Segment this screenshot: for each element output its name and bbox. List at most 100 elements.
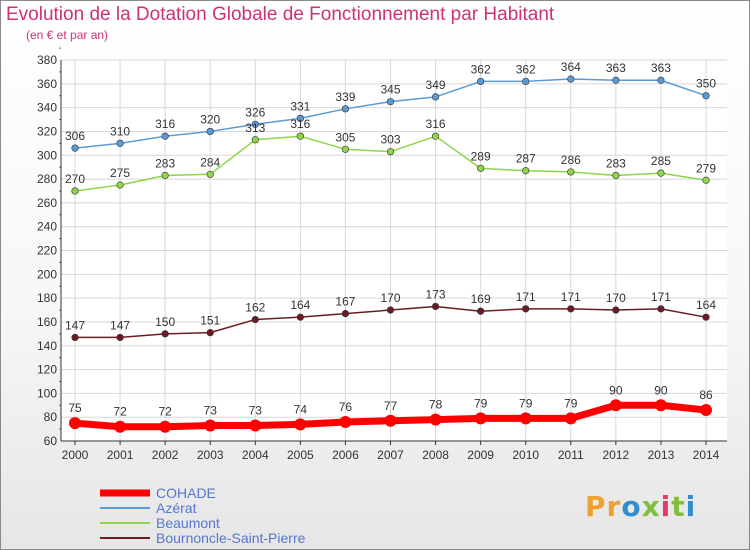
data-point-az-rat: [296, 114, 304, 122]
data-point-cohade: [654, 399, 667, 412]
data-point-bournoncle-saint-pierre: [71, 333, 79, 342]
data-point-beaumont: [657, 169, 665, 177]
x-tick-label: 2008: [422, 448, 449, 462]
data-label-beaumont: 285: [651, 154, 671, 168]
chart-subtitle: (en € et par an): [26, 28, 109, 42]
x-tick-label: 2011: [558, 448, 584, 462]
data-point-cohade: [204, 419, 217, 432]
data-label-az-rat: 320: [200, 112, 220, 126]
data-label-bournoncle-saint-pierre: 171: [561, 290, 581, 304]
data-point-cohade: [700, 404, 712, 417]
data-label-beaumont: 289: [471, 149, 491, 163]
y-tick-label: 320: [37, 124, 57, 138]
data-label-az-rat: 331: [290, 99, 310, 113]
data-point-cohade: [429, 413, 442, 426]
data-point-az-rat: [431, 93, 440, 101]
chart-title: Evolution de la Dotation Globale de Fonc…: [6, 4, 555, 25]
data-label-az-rat: 364: [561, 60, 581, 74]
data-label-cohade: 86: [699, 388, 713, 402]
data-point-beaumont: [522, 167, 530, 175]
y-tick-label: 280: [37, 172, 57, 186]
data-point-beaumont: [702, 176, 710, 184]
data-point-beaumont: [341, 145, 350, 153]
data-point-bournoncle-saint-pierre: [612, 306, 620, 314]
data-point-bournoncle-saint-pierre: [296, 313, 304, 321]
y-tick-label: 300: [37, 148, 57, 162]
data-point-cohade: [249, 419, 262, 432]
data-label-cohade: 76: [339, 400, 353, 414]
data-label-bournoncle-saint-pierre: 147: [65, 318, 85, 332]
data-point-az-rat: [341, 105, 350, 113]
data-point-az-rat: [702, 92, 710, 100]
data-label-cohade: 79: [564, 396, 578, 410]
data-label-bournoncle-saint-pierre: 150: [155, 315, 175, 329]
legend-label-az-rat: Azérat: [156, 500, 197, 516]
x-tick-label: 2009: [467, 448, 494, 462]
data-label-bournoncle-saint-pierre: 170: [606, 291, 626, 305]
data-point-bournoncle-saint-pierre: [567, 305, 575, 313]
y-tick-label: 260: [37, 196, 57, 210]
data-label-cohade: 72: [158, 405, 172, 419]
y-tick-label: 160: [37, 315, 57, 329]
data-label-cohade: 90: [654, 383, 668, 397]
data-point-beaumont: [161, 171, 169, 180]
data-point-cohade: [384, 414, 397, 427]
y-tick-label: 200: [37, 267, 57, 281]
data-label-cohade: 79: [519, 396, 533, 410]
x-tick-label: 2012: [603, 448, 630, 462]
data-point-beaumont: [206, 170, 214, 178]
data-label-cohade: 73: [249, 404, 263, 418]
data-label-bournoncle-saint-pierre: 173: [426, 287, 446, 301]
y-tick-label: 340: [37, 101, 57, 115]
x-tick-label: 2006: [332, 448, 359, 462]
data-label-bournoncle-saint-pierre: 167: [335, 295, 355, 309]
data-label-beaumont: 270: [65, 172, 85, 186]
data-label-az-rat: 362: [516, 62, 536, 76]
data-label-bournoncle-saint-pierre: 162: [245, 301, 265, 315]
y-tick-label: 120: [37, 363, 57, 377]
data-label-beaumont: 303: [380, 133, 400, 147]
data-point-az-rat: [116, 139, 124, 147]
data-label-bournoncle-saint-pierre: 171: [516, 290, 536, 304]
data-label-bournoncle-saint-pierre: 169: [471, 292, 491, 306]
data-point-beaumont: [251, 136, 259, 144]
data-point-az-rat: [567, 75, 575, 83]
x-tick-label: 2003: [197, 448, 224, 462]
data-label-beaumont: 275: [110, 166, 130, 180]
data-point-bournoncle-saint-pierre: [251, 315, 259, 324]
data-point-bournoncle-saint-pierre: [431, 302, 440, 311]
data-label-az-rat: 306: [65, 129, 85, 143]
data-label-bournoncle-saint-pierre: 171: [651, 290, 671, 304]
data-point-cohade: [159, 420, 172, 433]
data-label-az-rat: 363: [651, 61, 671, 75]
data-label-az-rat: 349: [426, 78, 446, 92]
data-label-az-rat: 339: [335, 90, 355, 104]
data-label-az-rat: 345: [380, 83, 400, 97]
data-point-beaumont: [431, 132, 440, 140]
data-label-az-rat: 350: [696, 77, 716, 91]
data-point-az-rat: [612, 76, 620, 84]
data-label-az-rat: 362: [471, 62, 491, 76]
data-label-bournoncle-saint-pierre: 170: [380, 291, 400, 305]
data-label-bournoncle-saint-pierre: 151: [200, 314, 220, 328]
data-label-cohade: 73: [204, 404, 218, 418]
data-label-cohade: 74: [294, 402, 308, 416]
x-tick-label: 2014: [693, 448, 720, 462]
data-point-bournoncle-saint-pierre: [522, 305, 530, 313]
y-tick-label: 80: [44, 410, 58, 424]
legend-label-beaumont: Beaumont: [156, 515, 220, 531]
data-point-cohade: [339, 415, 352, 428]
data-point-cohade: [519, 412, 532, 425]
data-label-beaumont: 316: [426, 117, 446, 131]
data-label-cohade: 77: [384, 399, 398, 413]
data-point-bournoncle-saint-pierre: [161, 330, 169, 338]
data-label-az-rat: 310: [110, 124, 130, 138]
x-tick-label: 2000: [62, 448, 89, 462]
y-tick-label: 180: [37, 291, 57, 305]
proxiti-logo: Proxiti: [585, 490, 697, 523]
data-point-cohade: [114, 420, 127, 433]
data-point-az-rat: [206, 127, 214, 136]
data-label-beaumont: 283: [606, 156, 626, 170]
data-point-az-rat: [522, 77, 530, 86]
x-tick-label: 2004: [242, 448, 269, 462]
